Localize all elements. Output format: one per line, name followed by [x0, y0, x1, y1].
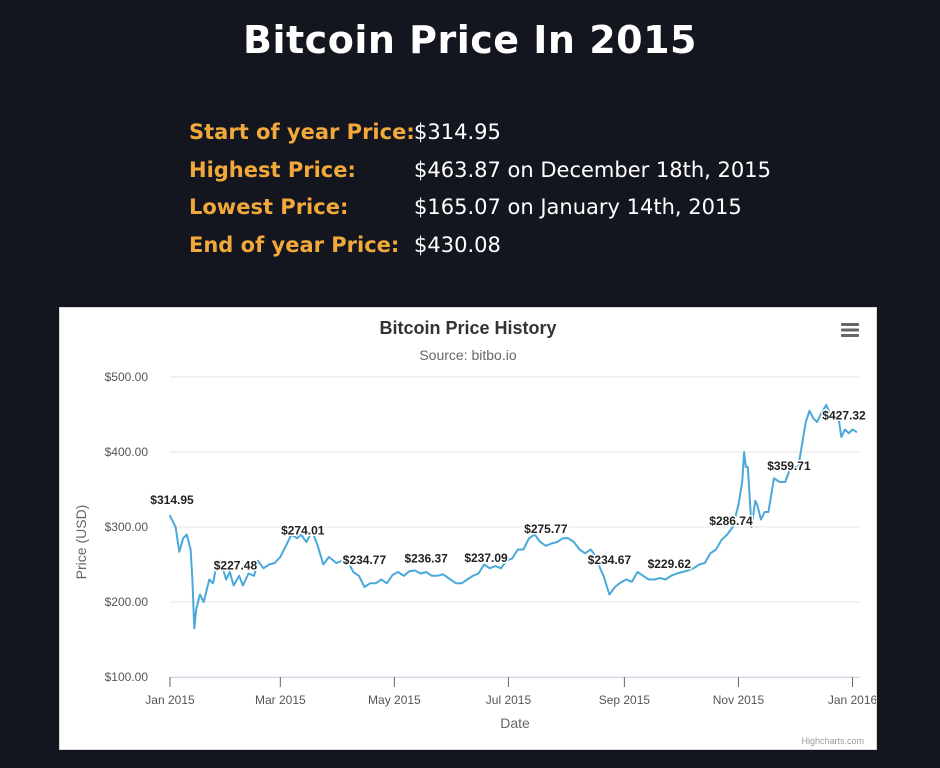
data-label: $237.09	[464, 551, 508, 565]
data-label: $229.62	[648, 557, 692, 571]
y-tick-label: $300.00	[105, 520, 149, 534]
data-label: $427.32	[822, 409, 866, 423]
x-tick-label: Jul 2015	[486, 693, 532, 707]
y-tick-label: $200.00	[105, 595, 149, 609]
stat-label: Start of year Price:	[189, 120, 415, 144]
data-label: $286.74	[709, 514, 753, 528]
data-label: $274.01	[281, 523, 325, 537]
x-tick-label: Jan 2015	[145, 693, 195, 707]
y-tick-label: $100.00	[105, 670, 149, 684]
highcharts-credit[interactable]: Highcharts.com	[801, 736, 864, 746]
stat-label: Lowest Price:	[189, 195, 349, 219]
y-axis: $100.00 $200.00 $300.00 $400.00 $500.00	[105, 370, 149, 684]
data-label: $275.77	[524, 522, 568, 536]
chart-subtitle: Source: bitbo.io	[419, 347, 516, 363]
stat-value: $314.95	[414, 120, 501, 144]
y-axis-title: Price (USD)	[73, 505, 89, 580]
price-chart: Bitcoin Price History Source: bitbo.io $…	[59, 307, 877, 750]
hamburger-menu-icon[interactable]	[838, 318, 862, 340]
chart-canvas: Bitcoin Price History Source: bitbo.io $…	[73, 318, 876, 746]
data-label: $234.77	[343, 553, 387, 567]
x-axis-title: Date	[500, 715, 530, 731]
x-tick-label: Jan 2016	[828, 693, 876, 707]
price-series-line	[169, 403, 858, 630]
x-tick-label: Nov 2015	[713, 693, 765, 707]
stat-value: $165.07 on January 14th, 2015	[414, 195, 742, 219]
series-area	[169, 403, 858, 630]
stat-label: Highest Price:	[189, 157, 356, 182]
data-label: $227.48	[214, 558, 258, 572]
stat-label: End of year Price:	[189, 232, 400, 257]
x-tick-label: Sep 2015	[599, 693, 651, 707]
stat-value: $430.08	[414, 232, 501, 257]
x-tick-label: May 2015	[368, 693, 421, 707]
x-axis: Jan 2015 Mar 2015 May 2015 Jul 2015 Sep 2015…	[145, 677, 876, 707]
data-label: $314.95	[150, 493, 194, 507]
data-label: $236.37	[404, 552, 448, 566]
y-tick-label: $500.00	[105, 370, 149, 384]
x-tick-label: Mar 2015	[255, 693, 306, 707]
stat-value: $463.87 on December 18th, 2015	[414, 157, 771, 182]
y-tick-label: $400.00	[105, 445, 149, 459]
data-label: $359.71	[767, 459, 811, 473]
data-labels: $314.95 $227.48 $274.01 $234.77 $236.37 $237.…	[149, 407, 868, 574]
chart-title: Bitcoin Price History	[379, 318, 556, 338]
gridlines	[170, 376, 860, 678]
page-title: Bitcoin Price In 2015	[243, 18, 697, 62]
data-label: $234.67	[588, 553, 632, 567]
